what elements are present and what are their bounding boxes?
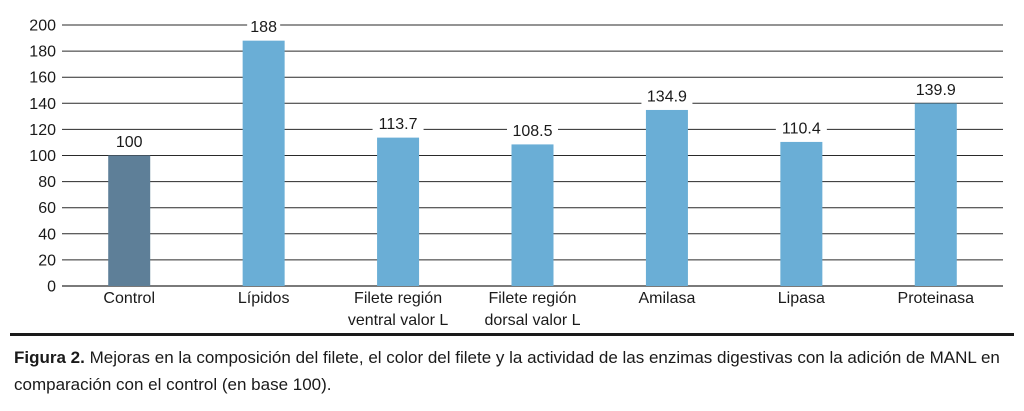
x-category-label: Amilasa [638, 290, 695, 307]
figure-caption: Figura 2. Mejoras en la composición del … [14, 344, 1014, 398]
bar [511, 144, 554, 286]
bar [242, 40, 285, 286]
x-category-label: Filete región [354, 290, 442, 307]
data-label: 108.5 [512, 123, 552, 140]
data-label-bg [112, 131, 146, 152]
data-label-bg [247, 16, 281, 37]
bar [914, 103, 957, 286]
y-tick-label: 140 [29, 96, 56, 113]
data-label: 113.7 [379, 116, 418, 133]
y-tick-label: 100 [29, 148, 56, 165]
x-category-label: ventral valor L [348, 312, 449, 329]
x-category-label: Lipasa [778, 290, 825, 307]
y-tick-label: 40 [38, 226, 56, 243]
x-category-label: dorsal valor L [484, 312, 580, 329]
bar [108, 155, 151, 286]
y-tick-label: 20 [38, 252, 56, 269]
y-tick-label: 80 [38, 174, 56, 191]
y-tick-label: 200 [29, 18, 56, 35]
bar-chart: 0 20 40 60 80 100 120 140 160 180 200 100 Control 188… [29, 16, 1003, 329]
data-label-bg [910, 79, 962, 100]
x-category-label: Filete región [488, 290, 576, 307]
data-label: 100 [116, 134, 143, 151]
y-tick-label: 120 [29, 122, 56, 139]
x-category-label: Proteinasa [898, 290, 975, 307]
data-label-bg [641, 85, 693, 106]
data-label: 139.9 [916, 82, 956, 99]
y-tick-label: 0 [47, 279, 56, 296]
data-label-bg [775, 117, 827, 138]
caption-divider [10, 333, 1014, 336]
caption-label: Figura 2. [14, 348, 85, 367]
data-label: 188 [250, 19, 277, 36]
caption-text: Mejoras en la composición del filete, el… [14, 348, 1000, 394]
data-label-bg [507, 120, 558, 141]
y-tick-label: 180 [29, 44, 56, 61]
data-label: 134.9 [647, 88, 687, 105]
bar [377, 137, 420, 286]
data-label-bg [372, 113, 424, 134]
x-category-label: Lípidos [238, 290, 290, 307]
x-category-label: Control [103, 290, 155, 307]
bar [645, 109, 688, 286]
data-label: 110.4 [782, 120, 821, 137]
y-tick-label: 60 [38, 200, 56, 217]
bar [780, 141, 823, 286]
y-tick-label: 160 [29, 70, 56, 87]
